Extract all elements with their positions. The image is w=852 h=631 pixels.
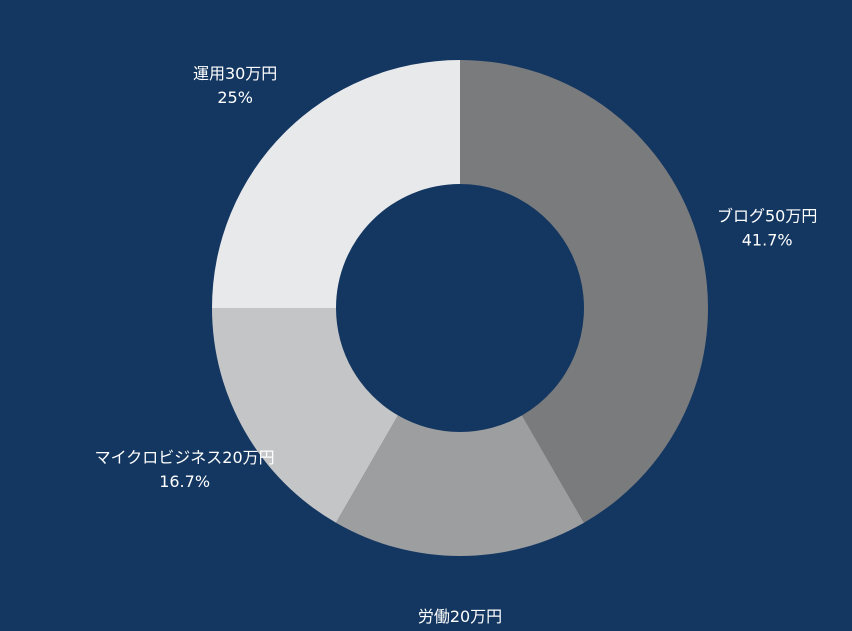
slice-label-2: マイクロビジネス20万円: [95, 448, 275, 467]
slice-percent-3: 25%: [217, 88, 253, 107]
slice-label-0: ブログ50万円: [717, 207, 817, 226]
donut-slice-2[interactable]: [212, 308, 398, 523]
donut-slice-0[interactable]: [460, 60, 708, 523]
slice-label-1: 労働20万円: [418, 607, 502, 626]
donut-slice-3[interactable]: [212, 60, 460, 308]
slice-label-3: 運用30万円: [193, 64, 277, 83]
slice-percent-2: 16.7%: [159, 472, 210, 491]
slice-percent-0: 41.7%: [742, 231, 793, 250]
donut-slice-1[interactable]: [336, 415, 584, 556]
